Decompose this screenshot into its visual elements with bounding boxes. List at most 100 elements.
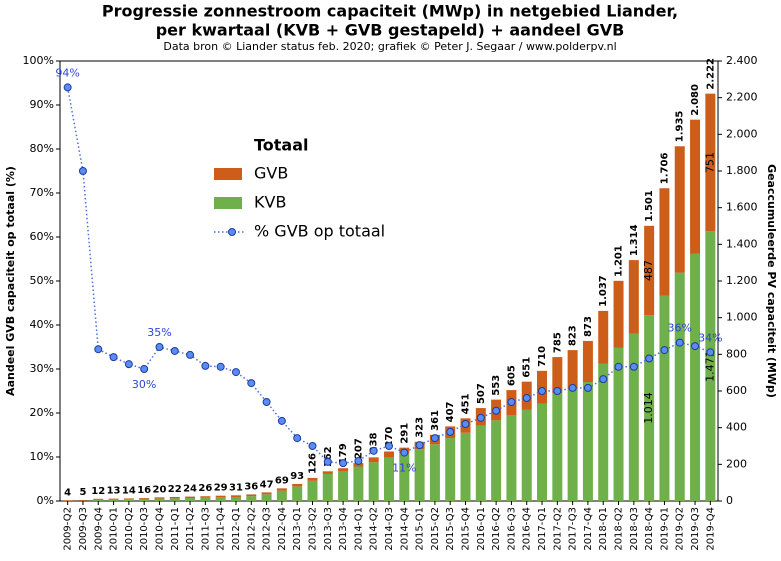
total-label: 2.222 bbox=[705, 58, 716, 90]
y2-tick-label: 0 bbox=[726, 494, 733, 507]
y-tick-label: 80% bbox=[30, 142, 54, 155]
total-label: 20 bbox=[153, 484, 167, 495]
y-tick-label: 30% bbox=[30, 362, 54, 375]
bar-segment bbox=[230, 496, 241, 501]
line-point bbox=[216, 362, 225, 371]
bar-segment bbox=[705, 93, 716, 232]
total-label: 1.037 bbox=[598, 275, 609, 307]
total-label: 12 bbox=[91, 486, 105, 497]
bar-segment bbox=[644, 315, 655, 501]
segment-label: 751 bbox=[703, 152, 716, 173]
y-axis-label: Aandeel GVB capaciteit op totaal (%) bbox=[4, 166, 17, 396]
legend-label: % GVB op totaal bbox=[254, 222, 385, 241]
line-point bbox=[262, 398, 271, 406]
line-point bbox=[170, 346, 179, 355]
bar-segment bbox=[338, 468, 349, 472]
x-tick-label: 2018-Q2 bbox=[614, 507, 625, 551]
total-label: 179 bbox=[338, 443, 349, 464]
y2-tick-label: 1.000 bbox=[726, 311, 758, 324]
bar-segment bbox=[521, 409, 532, 501]
bar-segment bbox=[460, 432, 471, 501]
legend-marker bbox=[228, 228, 236, 236]
x-tick-label: 2019-Q1 bbox=[659, 507, 670, 551]
line-point bbox=[660, 346, 669, 355]
x-tick-label: 2015-Q1 bbox=[415, 507, 426, 551]
bar-segment bbox=[353, 466, 364, 501]
bar-segment bbox=[62, 500, 73, 501]
x-tick-label: 2012-Q3 bbox=[262, 507, 273, 551]
x-tick-label: 2019-Q2 bbox=[675, 507, 686, 551]
total-label: 407 bbox=[445, 401, 456, 422]
bar-segment bbox=[215, 495, 226, 498]
line-point bbox=[323, 457, 332, 466]
bar-segment bbox=[567, 350, 578, 389]
total-label: 29 bbox=[214, 483, 228, 494]
bar-segment bbox=[200, 496, 211, 498]
bar-segment bbox=[429, 444, 440, 501]
line-point bbox=[155, 343, 164, 351]
x-tick-label: 2011-Q2 bbox=[185, 507, 196, 551]
x-tick-label: 2009-Q4 bbox=[93, 507, 104, 551]
bar-segment bbox=[261, 492, 272, 495]
total-label: 26 bbox=[198, 483, 212, 494]
bar-segment bbox=[200, 497, 211, 501]
line-point bbox=[675, 338, 684, 347]
line-point bbox=[63, 83, 72, 92]
total-label: 162 bbox=[323, 446, 334, 467]
line-point bbox=[629, 362, 638, 371]
line-point bbox=[583, 383, 592, 392]
bar-segment bbox=[108, 498, 119, 500]
line-point bbox=[94, 345, 103, 354]
bar-segment bbox=[230, 495, 241, 497]
total-label: 710 bbox=[537, 346, 548, 367]
total-label: 2.080 bbox=[690, 84, 701, 116]
bar-segment bbox=[322, 473, 333, 501]
x-tick-label: 2012-Q1 bbox=[231, 507, 242, 551]
legend-title: Totaal bbox=[254, 136, 309, 155]
bar-segment bbox=[384, 451, 394, 458]
total-label: 291 bbox=[399, 423, 410, 444]
x-tick-label: 2017-Q3 bbox=[568, 507, 579, 551]
bar-segment bbox=[445, 438, 456, 501]
x-tick-label: 2018-Q4 bbox=[644, 507, 655, 551]
line-point bbox=[385, 442, 393, 450]
bar-segment bbox=[77, 500, 88, 501]
line-point bbox=[308, 442, 317, 450]
y-tick-label: 0% bbox=[37, 494, 54, 507]
total-label: 4 bbox=[64, 487, 71, 498]
x-tick-label: 2016-Q3 bbox=[506, 507, 517, 551]
y2-tick-label: 1.200 bbox=[726, 274, 758, 287]
bar-segment bbox=[169, 496, 180, 499]
bar-segment bbox=[307, 477, 318, 481]
line-point bbox=[124, 360, 133, 369]
line-point bbox=[507, 398, 516, 406]
x-tick-label: 2013-Q1 bbox=[292, 507, 303, 551]
total-label: 1.201 bbox=[614, 245, 625, 277]
x-tick-label: 2011-Q4 bbox=[216, 507, 227, 551]
bar-segment bbox=[628, 260, 639, 334]
bar-segment bbox=[582, 340, 593, 383]
bar-segment bbox=[368, 462, 379, 501]
line-point bbox=[78, 167, 87, 175]
total-label: 47 bbox=[260, 479, 274, 490]
x-tick-label: 2015-Q3 bbox=[445, 507, 456, 551]
x-tick-label: 2012-Q4 bbox=[277, 507, 288, 551]
line-point bbox=[476, 413, 485, 422]
total-label: 13 bbox=[107, 486, 121, 497]
total-label: 823 bbox=[568, 325, 579, 346]
x-tick-label: 2009-Q2 bbox=[63, 507, 74, 551]
bar-segment bbox=[644, 225, 655, 316]
total-label: 605 bbox=[506, 365, 517, 386]
bar-segment bbox=[93, 499, 104, 501]
x-tick-label: 2011-Q3 bbox=[200, 507, 211, 551]
line-point bbox=[706, 348, 715, 357]
bar-segment bbox=[674, 146, 685, 273]
bar-segment bbox=[139, 498, 150, 501]
line-point bbox=[231, 368, 240, 377]
chart-subtitle: Data bron © Liander status feb. 2020; gr… bbox=[163, 40, 616, 53]
total-label: 24 bbox=[183, 484, 197, 495]
total-label: 16 bbox=[137, 485, 151, 496]
y2-tick-label: 2.000 bbox=[726, 127, 758, 140]
x-tick-label: 2019-Q4 bbox=[705, 507, 716, 551]
